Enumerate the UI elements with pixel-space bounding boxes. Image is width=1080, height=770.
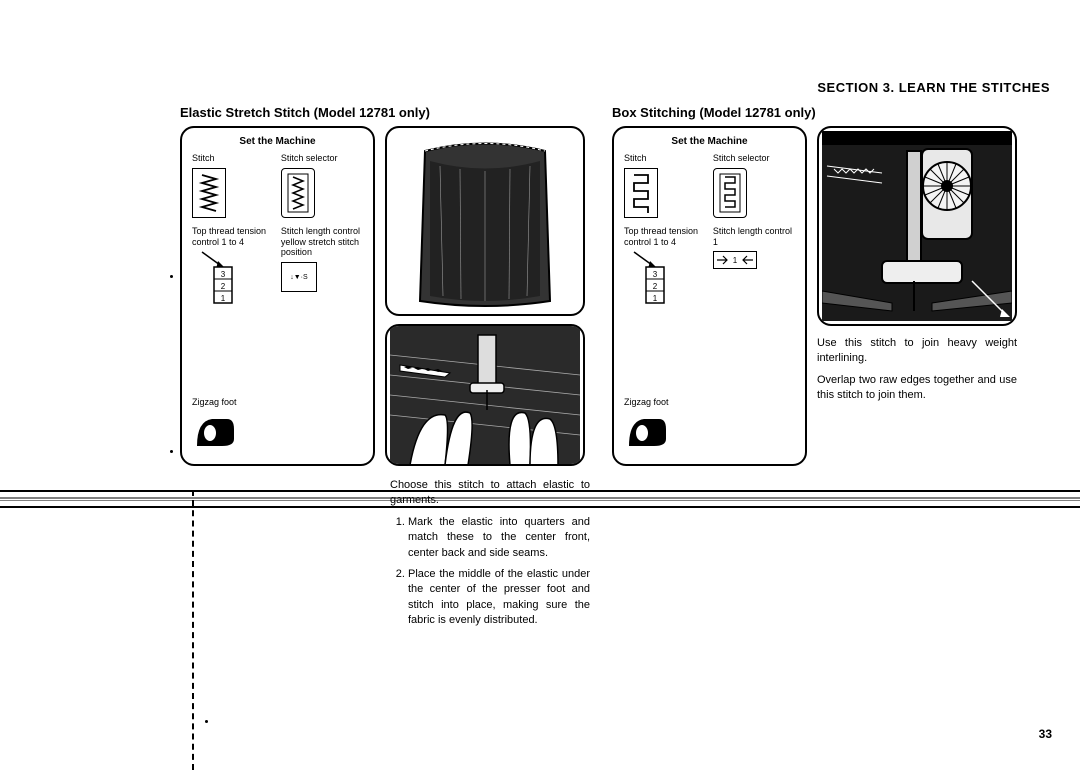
section-header: SECTION 3. LEARN THE STITCHES [180,80,1050,95]
svg-text:1: 1 [733,256,738,265]
right-title: Box Stitching (Model 12781 only) [612,105,1032,120]
svg-text:1: 1 [221,294,226,303]
garment-illustration [385,126,585,316]
tension-label: Top thread tension control 1 to 4 [624,226,706,248]
settings-panel-left: Set the Machine Stitch Stitch selector [180,126,375,466]
selector-icon [713,168,747,218]
svg-text:2: 2 [653,282,658,291]
svg-text:3: 3 [653,270,658,279]
punch-dot [170,275,173,278]
selector-label: Stitch selector [281,153,363,164]
right-illustration-col: Use this stitch to join heavy weight int… [817,126,1017,466]
intro-text: Choose this stitch to attach elastic to … [390,478,590,509]
selector-label: Stitch selector [713,153,795,164]
right-instructions: Use this stitch to join heavy weight int… [817,336,1017,404]
manual-page: SECTION 3. LEARN THE STITCHES Elastic St… [180,80,1050,635]
stitch-pattern-icon [192,168,226,218]
selector-icon [281,168,315,218]
foot-label: Zigzag foot [192,397,363,407]
zigzag-foot-icon [192,411,242,451]
length-label: Stitch length control 1 [713,226,795,248]
settings-panel-right: Set the Machine Stitch Stitch selector [612,126,807,466]
tension-dial-icon: 3 2 1 [624,247,674,307]
svg-text:2: 2 [221,282,226,291]
foot-label: Zigzag foot [624,397,795,407]
length-control-icon: 1 [713,251,757,269]
settings-heading: Set the Machine [192,136,363,147]
stitch-label: Stitch [624,153,706,164]
right-column: Box Stitching (Model 12781 only) Set the… [612,105,1032,635]
length-label: Stitch length control yellow stretch sti… [281,226,363,258]
step-2: Place the middle of the elastic under th… [408,567,590,629]
left-title: Elastic Stretch Stitch (Model 12781 only… [180,105,600,120]
svg-text:3: 3 [221,270,226,279]
stitch-label: Stitch [192,153,274,164]
left-illustrations [385,126,585,466]
step-1: Mark the elastic into quarters and match… [408,515,590,561]
tension-label: Top thread tension control 1 to 4 [192,226,274,248]
punch-dot [170,450,173,453]
length-control-icon: ↓▼·S [281,262,317,292]
left-instructions: Choose this stitch to attach elastic to … [390,478,590,629]
right-panels: Set the Machine Stitch Stitch selector [612,126,1032,466]
punch-dot [205,720,208,723]
right-body-2: Overlap two raw edges together and use t… [817,373,1017,404]
settings-heading: Set the Machine [624,136,795,147]
right-body-1: Use this stitch to join heavy weight int… [817,336,1017,367]
svg-text:1: 1 [653,294,658,303]
sewing-hands-illustration [385,324,585,466]
page-number: 33 [1039,727,1052,741]
steps-list: Mark the elastic into quarters and match… [390,515,590,629]
stitch-pattern-icon [624,168,658,218]
left-panels: Set the Machine Stitch Stitch selector [180,126,600,466]
presser-foot-illustration [817,126,1017,326]
zigzag-foot-icon [624,411,674,451]
tension-dial-icon: 3 2 1 [192,247,242,307]
content-columns: Elastic Stretch Stitch (Model 12781 only… [180,105,1050,635]
left-column: Elastic Stretch Stitch (Model 12781 only… [180,105,600,635]
